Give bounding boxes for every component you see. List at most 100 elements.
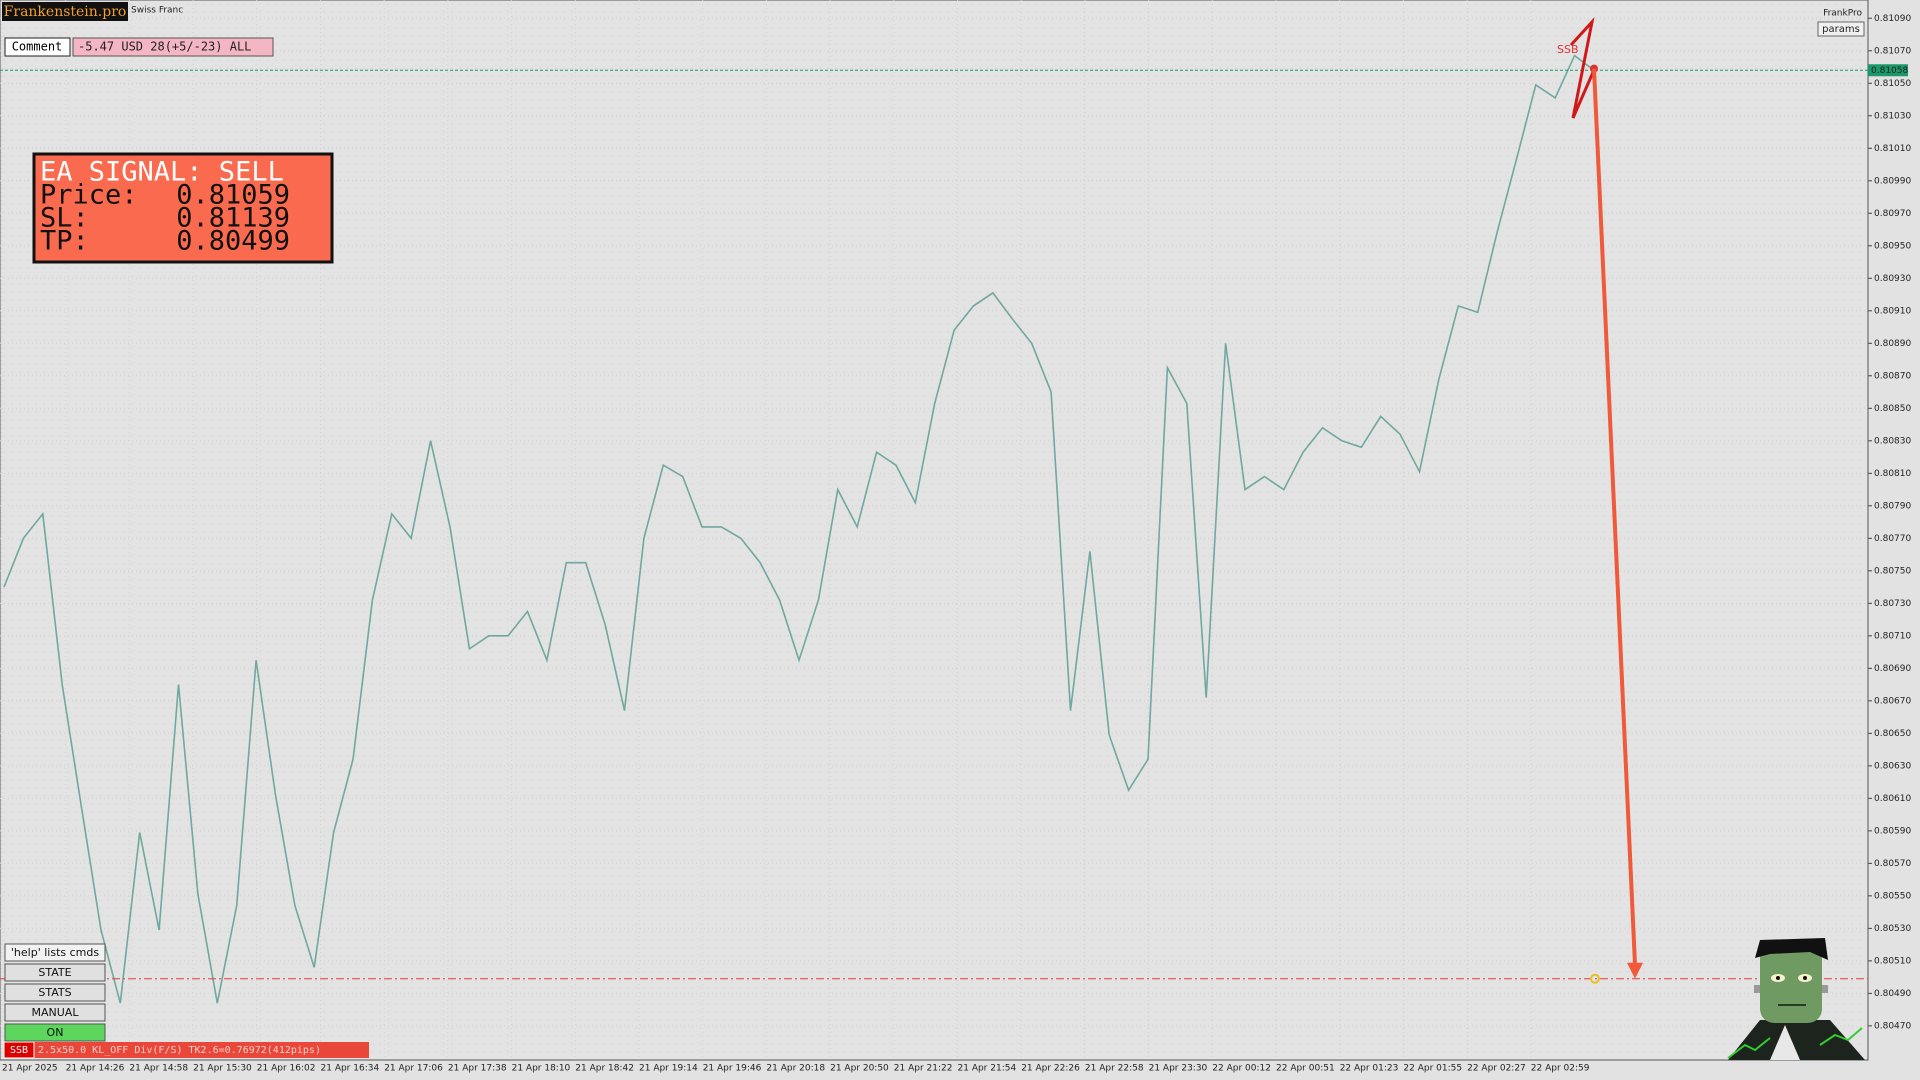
help-box [4,943,106,962]
logo: Frankenstein.pro [4,4,127,20]
current-price-label: 0.81058 [1871,66,1908,76]
y-tick-label: 0.80570 [1874,859,1911,869]
tp-marker [1590,973,1600,984]
y-tick-label: 0.80770 [1874,534,1911,544]
status-tag: SSB [10,1045,28,1056]
y-tick-label: 0.80950 [1874,241,1911,251]
y-tick-label: 0.80850 [1874,404,1911,414]
signal-sl-label: SL: [40,203,89,234]
x-tick-label: 21 Apr 22:26 [1021,1064,1080,1074]
signal-arrowhead [1627,962,1643,979]
x-tick-label: 21 Apr 17:38 [448,1064,507,1074]
signal-sl: 0.81139 [176,203,290,234]
x-tick-label: 21 Apr 16:34 [321,1064,380,1074]
x-tick-label: 21 Apr 14:26 [66,1064,125,1074]
y-tick-label: 0.80590 [1874,826,1911,836]
panel-button-label: STATE [38,966,71,979]
x-tick-label: 22 Apr 02:27 [1467,1064,1526,1074]
x-tick-label: 21 Apr 20:18 [766,1064,825,1074]
x-tick-label: 22 Apr 01:55 [1403,1064,1462,1074]
x-tick-label: 21 Apr 23:30 [1149,1064,1208,1074]
logo-bg [2,2,128,21]
panel-button-label: MANUAL [32,1006,80,1019]
x-tick-label: 21 Apr 20:50 [830,1064,889,1074]
signal-triangle [1569,17,1596,119]
y-tick-label: 0.80650 [1874,729,1911,739]
x-tick-label: 21 Apr 16:02 [257,1064,316,1074]
y-tick-label: 0.80550 [1874,891,1911,901]
x-tick-label: 21 Apr 19:46 [703,1064,762,1074]
params-label: params [1822,24,1860,35]
x-tick-label: 21 Apr 14:58 [129,1064,188,1074]
signal-price: 0.81059 [176,180,290,211]
status-text: 2.5x50.0 KL_OFF Div(F/S) TK2.6=0.76972(4… [38,1045,321,1056]
y-tick-label: 0.81010 [1874,144,1911,154]
status-tag-box [3,1041,35,1059]
panel-button[interactable] [4,963,106,982]
params-button[interactable] [1817,21,1865,37]
y-tick-label: 0.80970 [1874,209,1911,219]
y-tick-label: 0.80790 [1874,501,1911,511]
x-tick-label: 21 Apr 15:30 [193,1064,252,1074]
x-tick-label: 21 Apr 21:22 [894,1064,953,1074]
panel-button-label: ON [47,1026,64,1039]
y-tick-label: 0.80990 [1874,176,1911,186]
signal-tp-label: TP: [40,226,89,257]
brand: FrankPro [1823,9,1862,19]
y-tick-label: 0.80810 [1874,469,1911,479]
x-tick-label: 21 Apr 22:58 [1085,1064,1144,1074]
y-tick-label: 0.80890 [1874,339,1911,349]
x-tick-label: 21 Apr 18:42 [575,1064,634,1074]
x-tick-label: 22 Apr 02:59 [1531,1064,1590,1074]
signal-title: EA SIGNAL: SELL [40,157,284,188]
symbol-name: Swiss Franc [131,6,183,16]
y-tick-label: 0.80910 [1874,306,1911,316]
status-bar [4,1042,369,1058]
y-tick-label: 0.80510 [1874,956,1911,966]
panel-button[interactable] [4,1023,106,1042]
x-tick-label: 22 Apr 00:51 [1276,1064,1335,1074]
y-tick-label: 0.80730 [1874,599,1911,609]
x-tick-label: 21 Apr 17:06 [384,1064,443,1074]
panel-button[interactable] [4,1003,106,1022]
signal-arrow [1592,68,1637,965]
y-tick-label: 0.80470 [1874,1021,1911,1031]
y-tick-label: 0.81070 [1874,46,1911,56]
y-tick-label: 0.80630 [1874,761,1911,771]
y-tick-label: 0.80670 [1874,696,1911,706]
y-tick-label: 0.80930 [1874,274,1911,284]
signal-price-label: Price: [40,180,138,211]
x-tick-label: 22 Apr 00:12 [1212,1064,1271,1074]
panel-button[interactable] [4,983,106,1002]
y-tick-label: 0.80750 [1874,566,1911,576]
comment-label: Comment [12,40,63,54]
panel-button-label: STATS [38,986,71,999]
comment-label-box [4,37,71,57]
signal-box [32,152,334,264]
x-tick-label: 21 Apr 21:54 [958,1064,1017,1074]
y-tick-label: 0.80870 [1874,371,1911,381]
price-line [3,54,1595,1004]
y-tick-label: 0.80490 [1874,989,1911,999]
y-tick-label: 0.81090 [1874,14,1911,24]
y-tick-label: 0.80710 [1874,631,1911,641]
x-tick-label: 21 Apr 2025 [2,1064,58,1074]
mascot [1727,938,1865,1060]
y-tick-label: 0.80830 [1874,436,1911,446]
comment: -5.47 USD 28(+5/-23) ALL [78,40,251,54]
y-tick-label: 0.80690 [1874,664,1911,674]
y-tick-label: 0.80530 [1874,924,1911,934]
current-price-box [1868,64,1908,77]
y-tick-label: 0.81030 [1874,111,1911,121]
signal-tp: 0.80499 [176,226,290,257]
x-tick-label: 22 Apr 01:23 [1340,1064,1399,1074]
x-tick-label: 21 Apr 18:10 [512,1064,571,1074]
signal-label: SSB [1557,43,1579,56]
x-tick-label: 21 Apr 19:14 [639,1064,698,1074]
help-text: 'help' lists cmds [11,946,99,959]
comment-box [72,37,274,57]
y-tick-label: 0.81050 [1874,79,1911,89]
y-tick-label: 0.80610 [1874,794,1911,804]
